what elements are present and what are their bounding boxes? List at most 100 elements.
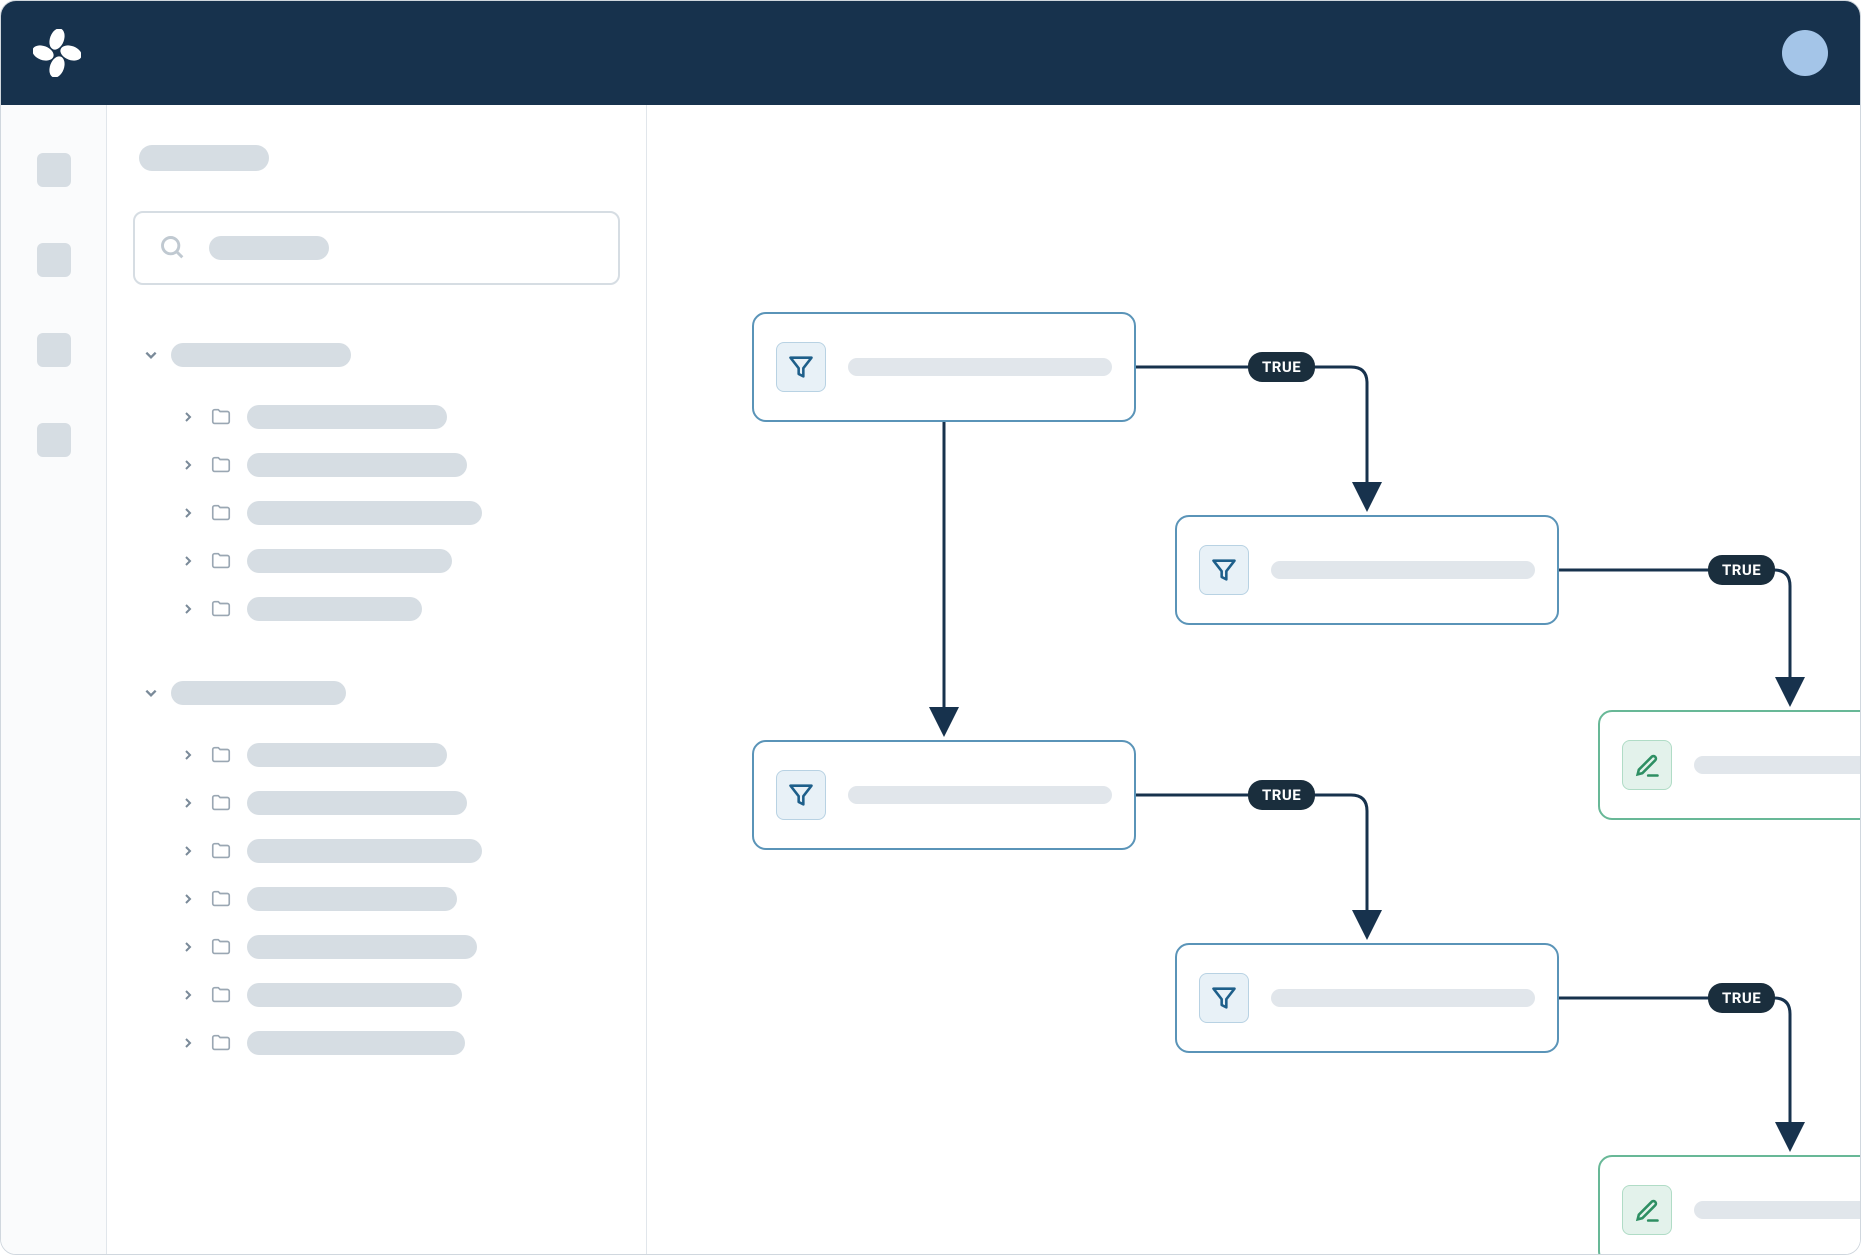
- chevron-right-icon: [181, 458, 195, 472]
- tree-item[interactable]: [133, 731, 620, 779]
- chevron-right-icon: [181, 602, 195, 616]
- filter-node[interactable]: [752, 312, 1136, 422]
- rail-item-3[interactable]: [37, 333, 71, 367]
- chevron-right-icon: [181, 940, 195, 954]
- flow-edges: [647, 105, 1860, 1254]
- logo-icon: [33, 29, 81, 77]
- tree-group-header[interactable]: [133, 673, 620, 713]
- tree-item-label: [247, 887, 457, 911]
- edge-label-true: TRUE: [1248, 780, 1315, 810]
- filter-icon: [776, 770, 826, 820]
- node-label: [1694, 756, 1860, 774]
- flow-canvas[interactable]: TRUE TRUE TRUE TRUE: [647, 105, 1860, 1254]
- folder-icon: [209, 983, 233, 1007]
- rail-item-1[interactable]: [37, 153, 71, 187]
- folder-icon: [209, 501, 233, 525]
- node-label: [848, 786, 1112, 804]
- tree-item[interactable]: [133, 923, 620, 971]
- tree-item[interactable]: [133, 971, 620, 1019]
- sidebar-title: [139, 145, 269, 171]
- flow-edge: [1559, 998, 1790, 1149]
- tree-item[interactable]: [133, 393, 620, 441]
- tree-item[interactable]: [133, 585, 620, 633]
- folder-icon: [209, 549, 233, 573]
- sidebar-tree: [133, 335, 620, 1067]
- folder-icon: [209, 743, 233, 767]
- edit-node[interactable]: [1598, 1155, 1860, 1254]
- filter-icon: [776, 342, 826, 392]
- chevron-right-icon: [181, 1036, 195, 1050]
- tree-item-label: [247, 501, 482, 525]
- chevron-right-icon: [181, 410, 195, 424]
- tree-item-label: [247, 743, 447, 767]
- search-placeholder: [209, 236, 329, 260]
- tree-item-label: [247, 453, 467, 477]
- filter-node[interactable]: [1175, 943, 1559, 1053]
- folder-icon: [209, 405, 233, 429]
- tree-group-label: [171, 681, 346, 705]
- node-label: [1271, 561, 1535, 579]
- folder-icon: [209, 597, 233, 621]
- tree-item-label: [247, 983, 462, 1007]
- node-label: [1271, 989, 1535, 1007]
- filter-icon: [1199, 973, 1249, 1023]
- edge-label-true: TRUE: [1708, 555, 1775, 585]
- app-frame: TRUE TRUE TRUE TRUE: [0, 0, 1861, 1255]
- folder-icon: [209, 1031, 233, 1055]
- node-label: [848, 358, 1112, 376]
- flow-edge: [1136, 795, 1367, 937]
- edge-label-true: TRUE: [1708, 983, 1775, 1013]
- tree-item[interactable]: [133, 441, 620, 489]
- tree-item-label: [247, 549, 452, 573]
- flow-edge: [1559, 570, 1790, 704]
- rail-item-4[interactable]: [37, 423, 71, 457]
- tree-group: [133, 335, 620, 633]
- tree-item-label: [247, 597, 422, 621]
- tree-item[interactable]: [133, 489, 620, 537]
- rail-item-2[interactable]: [37, 243, 71, 277]
- tree-item-label: [247, 935, 477, 959]
- app-body: TRUE TRUE TRUE TRUE: [1, 105, 1860, 1254]
- folder-icon: [209, 791, 233, 815]
- chevron-right-icon: [181, 844, 195, 858]
- tree-group-label: [171, 343, 351, 367]
- icon-rail: [1, 105, 107, 1254]
- chevron-down-icon: [143, 685, 159, 701]
- chevron-right-icon: [181, 554, 195, 568]
- tree-item[interactable]: [133, 827, 620, 875]
- folder-icon: [209, 887, 233, 911]
- user-avatar[interactable]: [1782, 30, 1828, 76]
- chevron-down-icon: [143, 347, 159, 363]
- folder-icon: [209, 453, 233, 477]
- app-logo[interactable]: [33, 29, 81, 77]
- chevron-right-icon: [181, 506, 195, 520]
- edit-icon: [1622, 1185, 1672, 1235]
- tree-item-label: [247, 791, 467, 815]
- sidebar: [107, 105, 647, 1254]
- tree-item[interactable]: [133, 537, 620, 585]
- folder-icon: [209, 839, 233, 863]
- tree-group: [133, 673, 620, 1067]
- tree-item-label: [247, 405, 447, 429]
- filter-icon: [1199, 545, 1249, 595]
- chevron-right-icon: [181, 988, 195, 1002]
- chevron-right-icon: [181, 892, 195, 906]
- folder-icon: [209, 935, 233, 959]
- edge-label-true: TRUE: [1248, 352, 1315, 382]
- filter-node[interactable]: [1175, 515, 1559, 625]
- tree-item[interactable]: [133, 875, 620, 923]
- tree-item-label: [247, 839, 482, 863]
- search-icon: [159, 234, 187, 262]
- edit-node[interactable]: [1598, 710, 1860, 820]
- filter-node[interactable]: [752, 740, 1136, 850]
- chevron-right-icon: [181, 796, 195, 810]
- tree-item-label: [247, 1031, 465, 1055]
- search-input[interactable]: [133, 211, 620, 285]
- edit-icon: [1622, 740, 1672, 790]
- tree-item[interactable]: [133, 1019, 620, 1067]
- tree-item[interactable]: [133, 779, 620, 827]
- node-label: [1694, 1201, 1860, 1219]
- header-bar: [1, 1, 1860, 105]
- tree-group-header[interactable]: [133, 335, 620, 375]
- chevron-right-icon: [181, 748, 195, 762]
